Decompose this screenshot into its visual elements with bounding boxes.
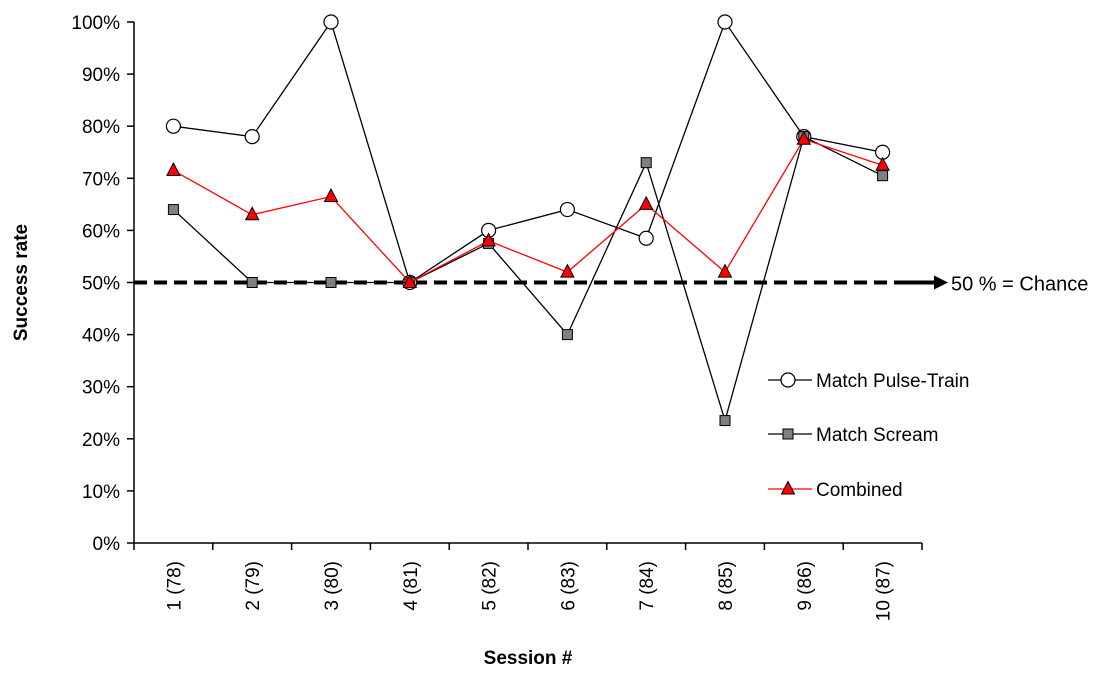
x-tick-label: 6 (83) — [558, 561, 579, 611]
data-point — [166, 161, 181, 176]
legend: Match Pulse-Train Match Scream Combined — [768, 371, 969, 501]
series-line — [173, 20, 883, 284]
data-point — [717, 263, 733, 278]
legend-marker — [780, 480, 796, 495]
data-point — [402, 273, 418, 288]
legend-label: Match Scream — [816, 425, 938, 446]
x-tick-label: 2 (79) — [243, 561, 264, 611]
legend-marker — [782, 428, 794, 440]
chance-reference-line — [134, 275, 948, 290]
data-point — [481, 232, 496, 247]
y-axis-title: Success rate — [11, 224, 32, 341]
data-point — [717, 14, 733, 30]
data-point — [165, 118, 181, 134]
y-tick-label: 10% — [82, 482, 120, 503]
y-tick-label: 20% — [82, 430, 120, 451]
x-tick-label: 7 (84) — [637, 561, 658, 611]
data-point — [167, 204, 179, 216]
legend-label: Match Pulse-Train — [816, 371, 969, 392]
data-point — [638, 230, 654, 246]
data-point — [559, 201, 576, 218]
chance-label: 50 % = Chance — [951, 274, 1088, 296]
legend-marker — [780, 372, 796, 388]
data-point — [638, 195, 654, 210]
series-group — [165, 14, 891, 427]
series-line — [172, 135, 883, 423]
chance-arrow-head — [934, 275, 948, 290]
y-tick-label: 40% — [82, 326, 120, 347]
y-tick-label: 50% — [82, 274, 120, 295]
legend-label: Combined — [816, 480, 903, 501]
legend-item: Match Pulse-Train — [768, 371, 969, 392]
y-tick-label: 0% — [93, 534, 121, 555]
y-tick-label: 70% — [82, 169, 120, 190]
data-point — [244, 129, 260, 145]
data-point — [244, 206, 260, 221]
x-tick-label: 5 (82) — [480, 561, 501, 611]
data-point — [323, 14, 339, 30]
x-axis-ticks: 1 (78) 2 (79) 3 (80) 4 (81) 5 (82) 6 (83) 7 (8… — [133, 543, 923, 621]
data-point — [246, 277, 258, 288]
data-point — [875, 156, 890, 171]
data-point — [561, 329, 573, 341]
y-tick-label: 80% — [82, 117, 120, 138]
x-tick-label: 8 (85) — [716, 561, 737, 611]
data-point — [796, 130, 812, 145]
series-square — [167, 131, 889, 427]
y-tick-label: 90% — [82, 65, 120, 86]
series-circle — [165, 14, 891, 291]
x-tick-label: 4 (81) — [401, 561, 422, 611]
series-line — [173, 138, 883, 284]
data-point — [325, 277, 337, 288]
legend-item: Combined — [768, 480, 903, 501]
data-point — [719, 415, 731, 427]
data-point — [323, 187, 339, 203]
data-point — [640, 157, 652, 169]
y-tick-label: 60% — [82, 221, 120, 242]
y-tick-label: 100% — [71, 13, 120, 34]
series-triangle — [166, 130, 890, 288]
data-point — [877, 170, 889, 182]
x-tick-label: 9 (86) — [795, 561, 816, 611]
x-axis-title: Session # — [484, 648, 573, 669]
y-tick-label: 30% — [82, 378, 120, 399]
y-axis-ticks: 0% 10% 20% 30% 40% 50% 60% 70% 80% 90% 100% — [71, 13, 134, 555]
data-point — [560, 263, 575, 278]
x-tick-label: 1 (78) — [164, 561, 185, 611]
x-tick-label: 3 (80) — [322, 561, 343, 611]
x-tick-label: 10 (87) — [874, 561, 895, 621]
legend-item: Match Scream — [768, 425, 938, 446]
